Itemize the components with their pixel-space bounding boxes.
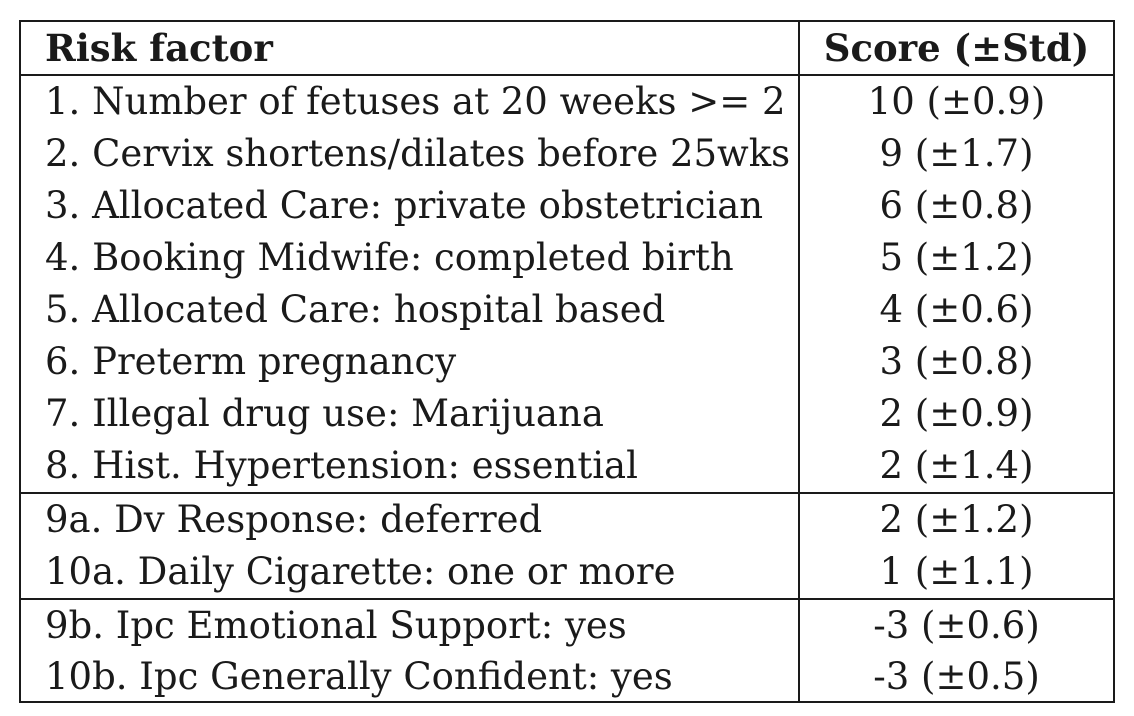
header-rule [21, 74, 1113, 76]
row-score: -3 (±0.6) [873, 604, 1040, 647]
table-row: 9b. Ipc Emotional Support: yes -3 (±0.6) [21, 600, 1113, 652]
table-row: 10a. Daily Cigarette: one or more 1 (±1.… [21, 546, 1113, 598]
group-rule [21, 598, 1113, 600]
row-label: 5. Allocated Care: hospital based [45, 288, 666, 331]
table-row: 5. Allocated Care: hospital based 4 (±0.… [21, 284, 1113, 336]
row-label: 2. Cervix shortens/dilates before 25wks [45, 132, 791, 175]
row-score: 4 (±0.6) [879, 288, 1034, 331]
risk-factor-table: Risk factor Score (±Std) 1. Number of fe… [19, 20, 1115, 703]
row-score: 5 (±1.2) [879, 236, 1034, 279]
table-row: 10b. Ipc Generally Confident: yes -3 (±0… [21, 651, 1113, 703]
row-label: 8. Hist. Hypertension: essential [45, 444, 638, 487]
row-label: 3. Allocated Care: private obstetrician [45, 184, 764, 227]
row-label: 6. Preterm pregnancy [45, 340, 457, 383]
table-row: 7. Illegal drug use: Marijuana 2 (±0.9) [21, 388, 1113, 440]
row-label: 9a. Dv Response: deferred [45, 498, 543, 541]
row-label: 10b. Ipc Generally Confident: yes [45, 655, 673, 698]
column-divider [798, 22, 800, 701]
row-label: 4. Booking Midwife: completed birth [45, 236, 734, 279]
row-score: 9 (±1.7) [879, 132, 1034, 175]
row-score: 1 (±1.1) [879, 550, 1034, 593]
table-row: 9a. Dv Response: deferred 2 (±1.2) [21, 494, 1113, 546]
row-score: 2 (±1.4) [879, 444, 1034, 487]
row-label: 10a. Daily Cigarette: one or more [45, 550, 676, 593]
row-label: 1. Number of fetuses at 20 weeks >= 2 [45, 80, 786, 123]
row-score: 2 (±0.9) [879, 392, 1034, 435]
row-score: -3 (±0.5) [873, 655, 1040, 698]
row-score: 10 (±0.9) [867, 80, 1046, 123]
table-row: 2. Cervix shortens/dilates before 25wks … [21, 128, 1113, 180]
header-risk-factor: Risk factor [45, 26, 273, 70]
row-score: 6 (±0.8) [879, 184, 1034, 227]
table-row: 3. Allocated Care: private obstetrician … [21, 180, 1113, 232]
row-label: 9b. Ipc Emotional Support: yes [45, 604, 627, 647]
row-score: 2 (±1.2) [879, 498, 1034, 541]
row-label: 7. Illegal drug use: Marijuana [45, 392, 604, 435]
group-rule [21, 492, 1113, 494]
table-row: 1. Number of fetuses at 20 weeks >= 2 10… [21, 76, 1113, 128]
table-row: 4. Booking Midwife: completed birth 5 (±… [21, 232, 1113, 284]
row-score: 3 (±0.8) [879, 340, 1034, 383]
header-score: Score (±Std) [823, 26, 1090, 70]
table-row: 6. Preterm pregnancy 3 (±0.8) [21, 336, 1113, 388]
table-row: 8. Hist. Hypertension: essential 2 (±1.4… [21, 440, 1113, 492]
table-header-row: Risk factor Score (±Std) [21, 22, 1113, 74]
